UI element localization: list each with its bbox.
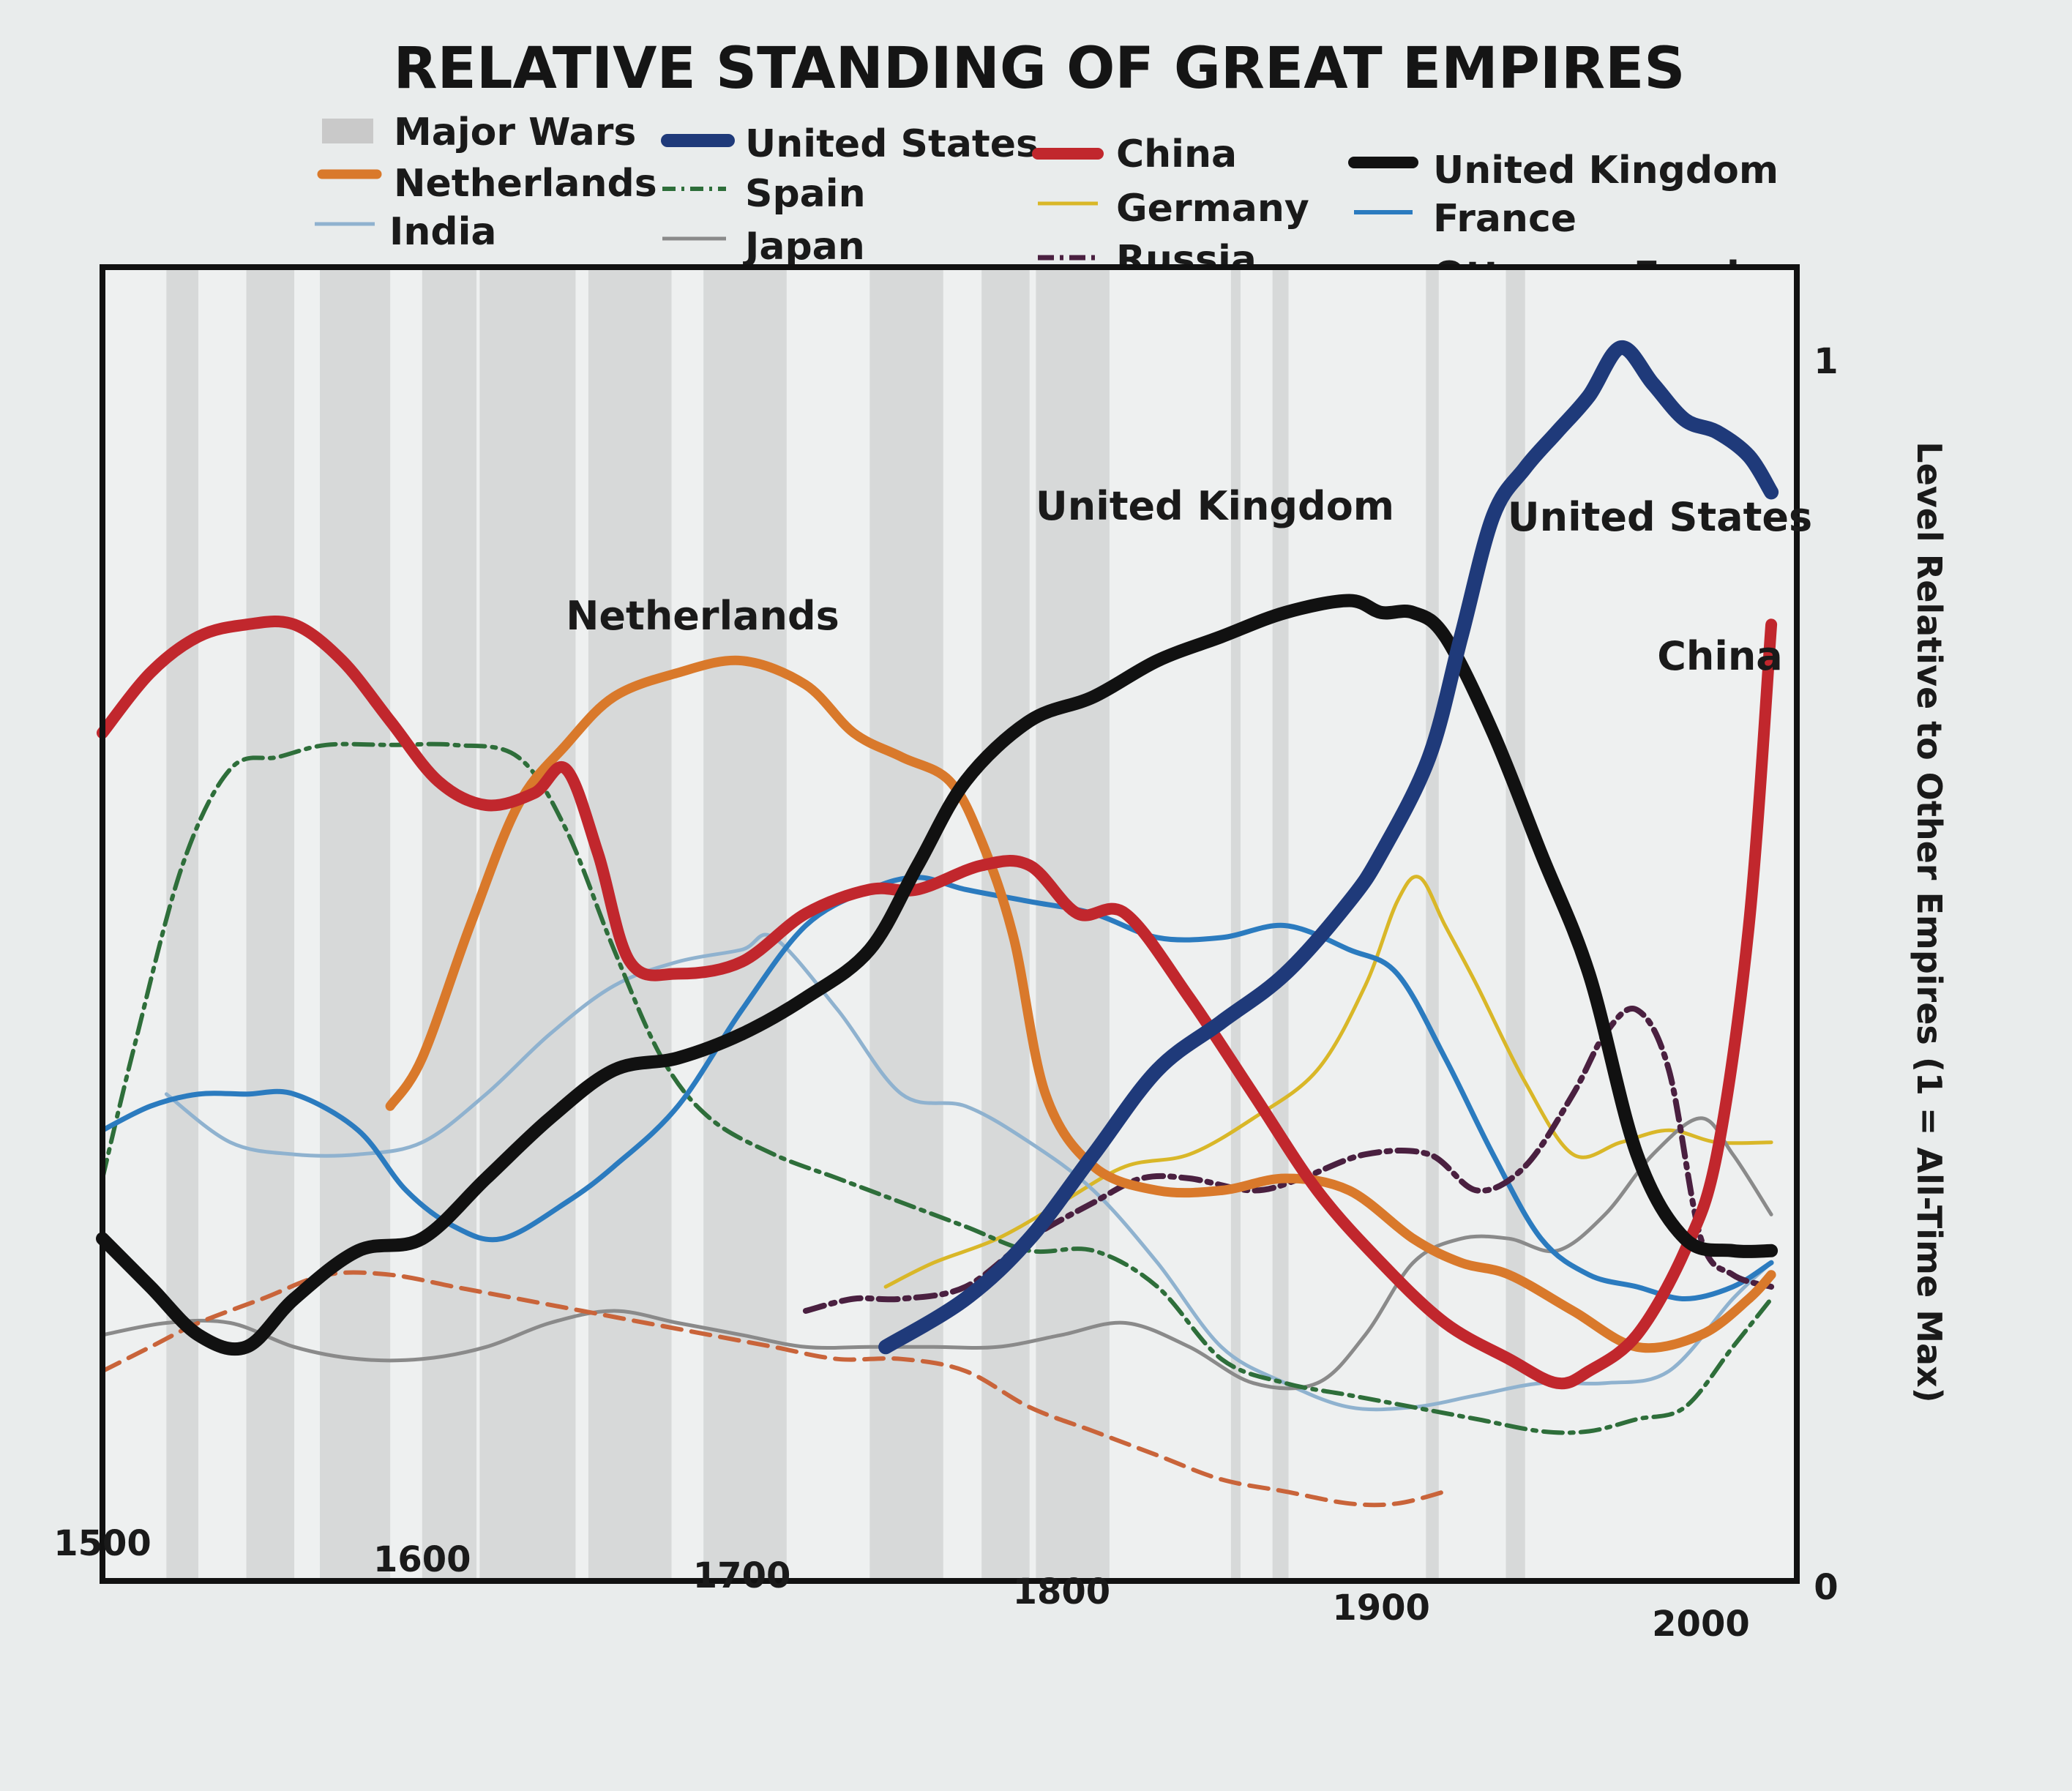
major-war-band <box>1036 267 1110 1581</box>
legend-item-germany: Germany <box>1038 187 1309 231</box>
series-line-france <box>100 875 1774 1301</box>
series-lines <box>96 340 1779 1508</box>
major-war-band <box>1230 267 1241 1581</box>
major-war-band <box>703 267 787 1581</box>
legend-item-major-wars: Major Wars <box>322 111 636 154</box>
x-axis-ticks: 1500 1600 1700 1800 1900 2000 <box>53 1523 1750 1645</box>
series-line-united-kingdom <box>96 594 1779 1356</box>
major-war-band <box>588 267 672 1581</box>
annotation-united-states: United States <box>1508 494 1812 540</box>
legend-label-germany: Germany <box>1116 187 1309 231</box>
legend-label-spain: Spain <box>745 172 866 216</box>
x-tick-label: 1600 <box>373 1539 471 1580</box>
legend-item-united-kingdom: United Kingdom <box>1348 149 1779 192</box>
y-tick-label: 1 <box>1814 341 1838 382</box>
legend-label-major-wars: Major Wars <box>394 111 636 154</box>
x-tick-label: 1500 <box>53 1523 152 1564</box>
legend-label-india: India <box>389 210 497 254</box>
series-line-china <box>97 616 1778 1390</box>
legend-item-netherlands: Netherlands <box>317 162 657 206</box>
legend-label-netherlands: Netherlands <box>394 162 657 206</box>
legend-label-china: China <box>1116 132 1237 176</box>
legend-item-china: China <box>1032 132 1237 176</box>
x-tick-label: 2000 <box>1652 1604 1750 1645</box>
legend-label-united-states: United States <box>745 122 1039 166</box>
legend-item-india: India <box>315 210 497 254</box>
plot-frame <box>100 264 1800 1584</box>
y-tick-label: 0 <box>1814 1567 1838 1608</box>
major-war-band <box>320 267 391 1581</box>
annotation-united-kingdom: United Kingdom <box>1036 483 1394 529</box>
x-tick-label: 1800 <box>1013 1571 1111 1612</box>
series-line-india <box>164 932 1773 1412</box>
major-war-band <box>246 267 295 1581</box>
legend-item-united-states: United States <box>661 122 1039 166</box>
series-line-united-states <box>878 340 1779 1355</box>
x-tick-label: 1900 <box>1332 1588 1430 1629</box>
annotation-china: China <box>1657 633 1782 679</box>
series-line-netherlands <box>385 655 1776 1353</box>
chart-title: RELATIVE STANDING OF GREAT EMPIRES <box>394 36 1686 102</box>
major-wars-bands <box>166 267 1525 1581</box>
series-line-japan <box>100 1116 1773 1391</box>
legend-item-spain: Spain <box>662 172 866 216</box>
plot-area <box>96 264 1800 1584</box>
legend-label-japan: Japan <box>743 225 865 269</box>
y-axis-ticks: 01 <box>1814 341 1838 1608</box>
y-axis-label: Level Relative to Other Empires (1 = All… <box>1910 441 1949 1402</box>
legend-swatch-major-wars <box>322 119 373 143</box>
legend-item-france: France <box>1354 197 1577 241</box>
major-war-band <box>479 267 576 1581</box>
legend-item-japan: Japan <box>662 225 865 269</box>
annotation-netherlands: Netherlands <box>566 593 839 639</box>
major-war-band <box>166 267 199 1581</box>
major-war-band <box>1426 267 1439 1581</box>
legend-label-france: France <box>1433 197 1577 241</box>
x-tick-label: 1700 <box>693 1555 791 1596</box>
series-line-spain <box>100 741 1774 1435</box>
legend-label-united-kingdom: United Kingdom <box>1433 149 1779 192</box>
